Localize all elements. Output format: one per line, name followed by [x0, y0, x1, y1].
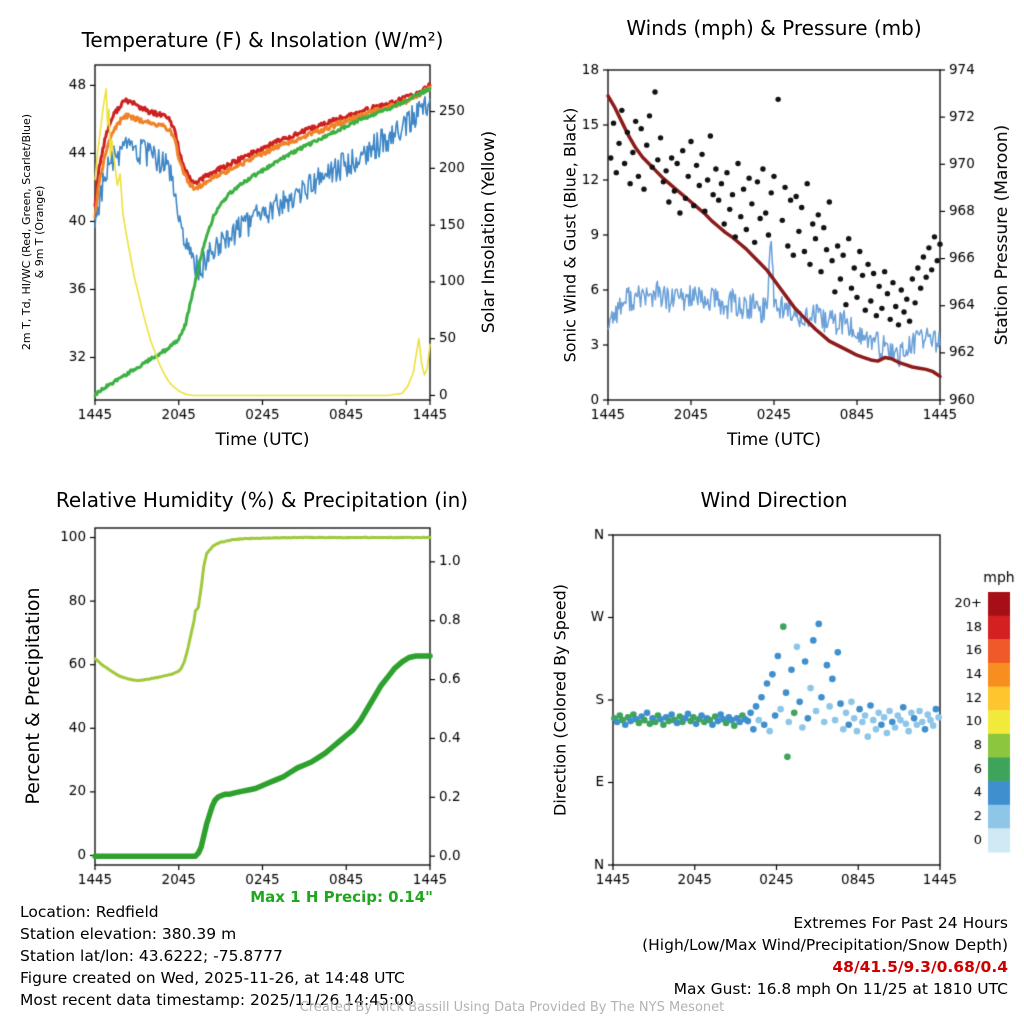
temp-chart-title: Temperature (F) & Insolation (W/m²)	[81, 28, 444, 52]
extremes-block: Extremes For Past 24 Hours (High/Low/Max…	[642, 912, 1008, 1000]
wind-chart-title: Winds (mph) & Pressure (mb)	[626, 16, 922, 40]
rh-precip-chart	[0, 480, 512, 920]
temp-xlabel: Time (UTC)	[215, 430, 310, 450]
temp-insolation-chart	[0, 0, 512, 480]
wind-ylabel-left: Sonic Wind & Gust (Blue, Black)	[560, 107, 580, 363]
wind-direction-chart	[512, 480, 1024, 920]
dir-chart-title: Wind Direction	[700, 488, 848, 512]
wind-xlabel: Time (UTC)	[727, 430, 821, 450]
station-elevation: Station elevation: 380.39 m	[20, 925, 237, 943]
temp-ylabel-line1: 2m T, Td, HI/WC (Red, Green, Scarlet/Blu…	[20, 113, 33, 351]
extremes-title: Extremes For Past 24 Hours	[793, 914, 1008, 932]
data-timestamp: Most recent data timestamp: 2025/11/26 1…	[20, 991, 414, 1009]
temp-ylabel-right: Solar Insolation (Yellow)	[479, 130, 499, 334]
station-info: Location: Redfield Station elevation: 38…	[20, 901, 414, 1011]
max-gust: Max Gust: 16.8 mph On 11/25 at 1810 UTC	[673, 980, 1008, 998]
station-location: Location: Redfield	[20, 903, 159, 921]
station-latlon: Station lat/lon: 43.6222; -75.8777	[20, 947, 283, 965]
winds-pressure-chart	[512, 0, 1024, 480]
rh-chart-title: Relative Humidity (%) & Precipitation (i…	[55, 488, 469, 512]
max-precip-annotation: Max 1 H Precip: 0.14"	[250, 888, 433, 906]
extremes-values: 48/41.5/9.3/0.68/0.4	[832, 958, 1008, 976]
temp-ylabel-left: 2m T, Td, HI/WC (Red, Green, Scarlet/Blu…	[20, 114, 46, 350]
extremes-subtitle: (High/Low/Max Wind/Precipitation/Snow De…	[642, 936, 1008, 954]
dir-ylabel-left: Direction (Colored By Speed)	[550, 583, 570, 817]
rh-ylabel-left: Percent & Precipitation	[22, 587, 44, 805]
temp-ylabel-line2: & 9m T (Orange)	[33, 185, 46, 279]
figure-created: Figure created on Wed, 2025-11-26, at 14…	[20, 969, 405, 987]
credit-line: Created By Nick Bassill Using Data Provi…	[299, 1000, 725, 1015]
wind-ylabel-right: Station Pressure (Maroon)	[992, 124, 1012, 346]
